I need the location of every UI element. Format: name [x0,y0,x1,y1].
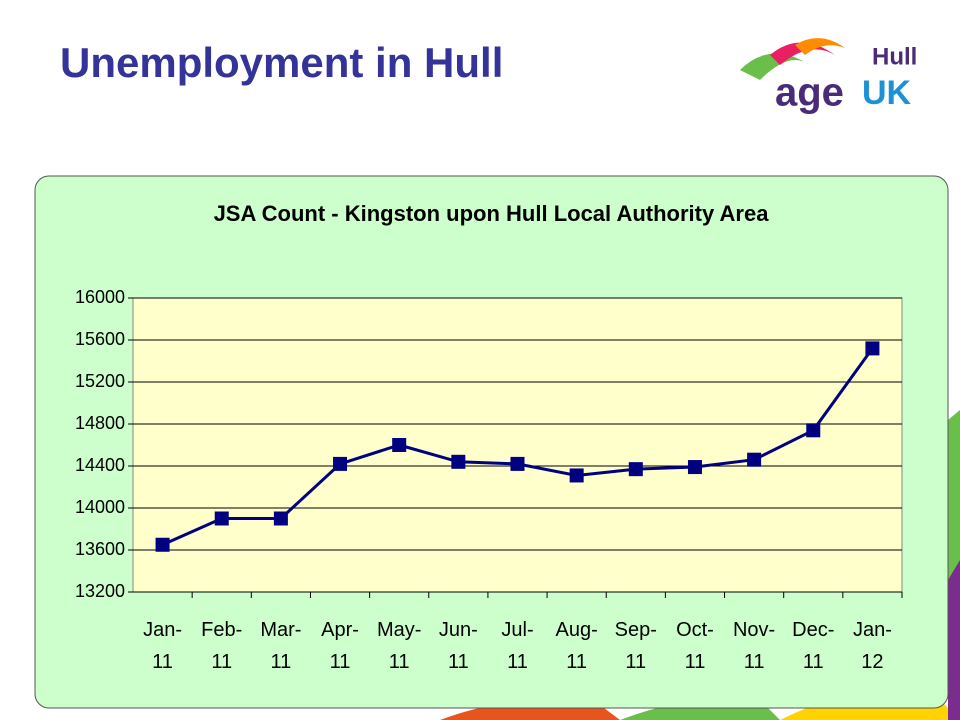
point-marker [865,341,880,356]
logo-swirl [740,53,810,80]
y-tick-label: 14800 [75,413,125,433]
point-marker [628,462,643,477]
x-tick-label: May-11 [376,619,422,673]
point-marker [569,468,584,483]
x-tick-label: Dec-11 [792,619,835,673]
point-marker [273,511,288,526]
logo-swirl [770,42,835,65]
y-tick-label: 15600 [75,329,125,349]
x-tick-label: Oct-11 [676,619,714,673]
x-tick-label: Jan-11 [143,619,183,673]
y-tick-label: 14400 [75,455,125,475]
logo-place: Hull [872,43,917,70]
point-marker [451,454,466,469]
y-tick-label: 16000 [75,287,125,307]
y-tick-label: 13600 [75,539,125,559]
logo: Hull age UK [740,38,917,115]
point-marker [155,537,170,552]
y-tick-label: 14000 [75,497,125,517]
logo-word: age [775,71,844,115]
point-marker [333,456,348,471]
point-marker [806,423,821,438]
x-tick-label: Mar-11 [260,619,302,673]
x-tick-label: Apr-11 [321,619,359,673]
point-marker [747,452,762,467]
page-title: Unemployment in Hull [60,39,503,86]
x-tick-label: Jan-12 [852,619,892,673]
x-tick-label: Jun-11 [438,619,478,673]
x-tick-label: Sep-11 [614,619,657,673]
logo-word: UK [862,74,912,112]
x-tick-label: Nov-11 [732,619,776,673]
point-marker [687,460,702,475]
x-tick-label: Feb-11 [201,619,243,673]
y-tick-label: 15200 [75,371,125,391]
chart-title: JSA Count - Kingston upon Hull Local Aut… [214,201,770,226]
plot-area [132,297,903,593]
logo-swirl [795,38,845,55]
point-marker [510,456,525,471]
decor [948,560,960,720]
x-tick-label: Aug-11 [555,619,598,673]
y-tick-label: 13200 [75,581,125,601]
point-marker [214,511,229,526]
point-marker [392,438,407,452]
x-tick-label: Jul-11 [501,619,534,673]
